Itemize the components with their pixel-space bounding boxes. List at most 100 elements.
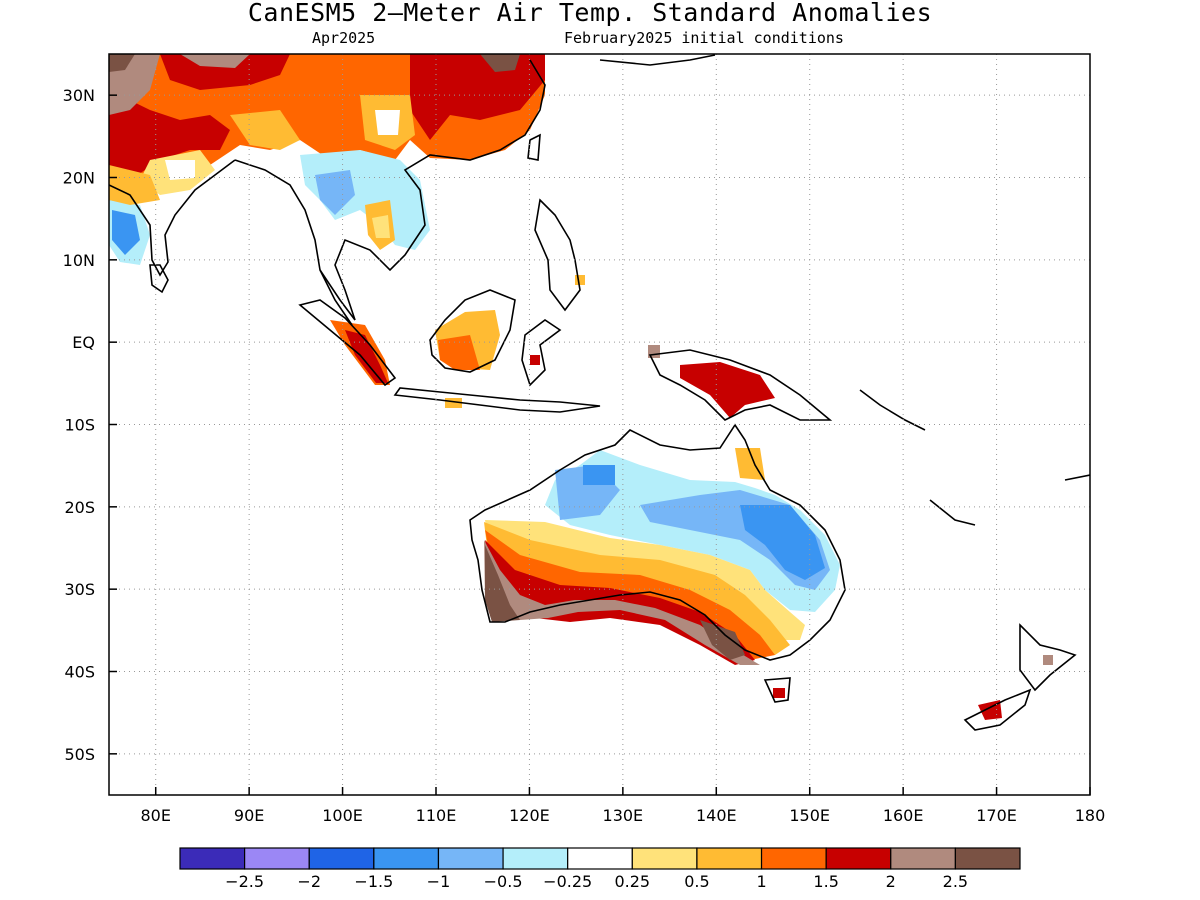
lat-label-8: 50S xyxy=(64,745,95,764)
lat-label-7: 40S xyxy=(64,663,95,682)
colorbar-swatch-8 xyxy=(696,847,763,870)
colorbar-swatch-3 xyxy=(373,847,440,870)
colorbar-swatch-1 xyxy=(244,847,310,870)
colorbar-label-4: −0.5 xyxy=(484,872,523,891)
cool-region-south-india-mid xyxy=(112,210,140,255)
lat-label-2: 10N xyxy=(63,251,95,270)
colorbar-swatch-6 xyxy=(567,847,633,870)
forecast-month: Apr2025 xyxy=(312,29,376,47)
coast-pacific-islands xyxy=(859,389,1090,526)
lat-label-6: 30S xyxy=(64,580,95,599)
colorbar-swatch-2 xyxy=(308,847,375,870)
extreme-dark-spot-australia-south xyxy=(700,620,745,660)
hot-region-himalaya xyxy=(160,54,290,90)
colorbar-label-8: 1 xyxy=(756,872,766,891)
colorbar-label-10: 2 xyxy=(886,872,896,891)
longitude-labels: 80E 90E 100E 110E 120E 130E 140E 150E 160E 170E 18… xyxy=(140,806,1105,825)
coast-java xyxy=(393,387,601,413)
coast-burma-thailand xyxy=(234,159,356,321)
coast-new-zealand-south xyxy=(963,688,1032,731)
lon-label-2: 100E xyxy=(322,806,363,825)
map-title: CanESM5 2—Meter Air Temp. Standard Anoma… xyxy=(247,0,933,27)
cool-region-indochina xyxy=(300,150,430,250)
warm-region-gujarat xyxy=(109,165,160,205)
warm-spot-philippines xyxy=(575,275,585,285)
colorbar xyxy=(179,847,1021,870)
coast-australia xyxy=(469,423,846,661)
cool-region-australia-core xyxy=(740,505,825,580)
colorbar-label-0: −2.5 xyxy=(225,872,264,891)
lon-label-1: 90E xyxy=(234,806,264,825)
hot-spot-sulawesi xyxy=(530,355,540,365)
extreme-dark-west xyxy=(109,54,135,72)
latitude-labels: 30N 20N 10N EQ 10S 20S 30S 40S 50S xyxy=(63,86,95,764)
lat-label-5: 20S xyxy=(64,498,95,517)
colorbar-swatch-5 xyxy=(502,847,569,870)
colorbar-label-7: 0.5 xyxy=(684,872,709,891)
lat-label-1: 20N xyxy=(63,169,95,188)
colorbar-swatch-11 xyxy=(890,847,956,870)
coast-indochina xyxy=(334,59,546,321)
colorbar-swatch-4 xyxy=(437,847,504,870)
coast-japan xyxy=(599,54,716,66)
colorbar-label-3: −1 xyxy=(427,872,451,891)
graticule xyxy=(109,54,1090,795)
coast-new-zealand-north xyxy=(1019,623,1077,692)
colorbar-swatch-0 xyxy=(179,847,246,870)
lon-label-6: 140E xyxy=(696,806,737,825)
cool-spot-australia-north xyxy=(583,465,615,485)
lon-label-4: 120E xyxy=(509,806,550,825)
coast-sumatra xyxy=(298,299,397,387)
initial-conditions: February2025 initial conditions xyxy=(564,29,844,47)
axis-ticks xyxy=(109,94,1091,795)
extreme-dark-east xyxy=(480,54,520,72)
lon-label-10: 180 xyxy=(1075,806,1106,825)
lon-label-5: 130E xyxy=(603,806,644,825)
coast-taiwan xyxy=(527,133,541,161)
coast-new-guinea xyxy=(648,349,833,421)
colorbar-swatch-10 xyxy=(825,847,892,870)
lon-label-3: 110E xyxy=(416,806,457,825)
coast-borneo xyxy=(429,289,516,373)
colorbar-label-2: −1.5 xyxy=(354,872,393,891)
lon-label-8: 160E xyxy=(883,806,924,825)
hot-region-new-guinea xyxy=(680,362,775,418)
extreme-spot-new-zealand xyxy=(1043,655,1053,665)
neutral-region-china xyxy=(375,110,400,135)
colorbar-label-5: −0.25 xyxy=(543,872,592,891)
extreme-region-australia xyxy=(484,540,760,665)
lat-label-0: 30N xyxy=(63,86,95,105)
mild-spot-thailand xyxy=(372,215,390,238)
anomaly-shading xyxy=(109,54,1053,720)
warm-spot-queensland xyxy=(735,448,765,480)
lat-label-3: EQ xyxy=(72,333,95,352)
coastlines xyxy=(109,54,1090,731)
extreme-region-tibet xyxy=(180,54,250,68)
lat-label-4: 10S xyxy=(64,416,95,435)
extreme-dark-region-australia xyxy=(485,545,520,622)
colorbar-label-9: 1.5 xyxy=(813,872,838,891)
coast-sulawesi xyxy=(521,319,562,387)
coast-philippines xyxy=(534,198,581,312)
colorbar-swatch-7 xyxy=(631,847,698,870)
colorbar-swatch-12 xyxy=(954,847,1021,870)
lon-label-0: 80E xyxy=(140,806,170,825)
coast-tasmania xyxy=(763,677,791,703)
lon-label-7: 150E xyxy=(789,806,830,825)
colorbar-swatch-9 xyxy=(760,847,827,870)
hot-region-sumatra xyxy=(345,330,388,383)
colorbar-label-1: −2 xyxy=(297,872,321,891)
colorbar-labels: −2.5 −2 −1.5 −1 −0.5 −0.25 0.25 0.5 1 1.5 2 2.5 xyxy=(225,872,968,891)
cool-region-indochina-mid xyxy=(315,170,355,215)
hot-region-india xyxy=(109,90,230,190)
neutral-region-india xyxy=(165,160,195,180)
coast-india xyxy=(109,159,236,277)
lon-label-9: 170E xyxy=(976,806,1017,825)
warmer-region-borneo xyxy=(438,335,480,370)
colorbar-label-6: 0.25 xyxy=(614,872,650,891)
coast-sri-lanka xyxy=(149,264,169,294)
hot-region-china xyxy=(410,54,545,140)
coast-malay xyxy=(319,269,353,326)
hot-spot-tasmania xyxy=(773,688,785,698)
